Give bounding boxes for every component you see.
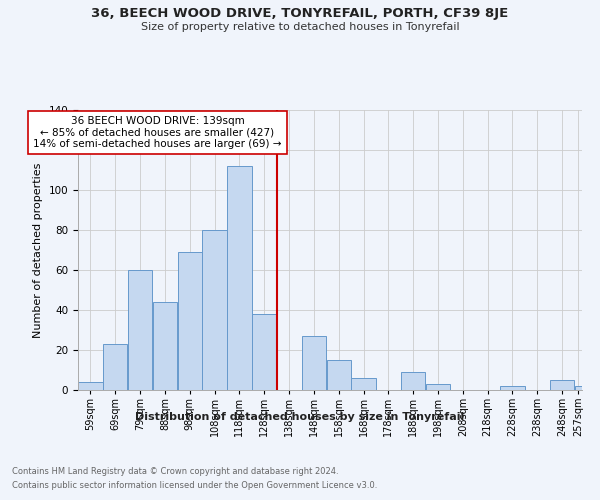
Y-axis label: Number of detached properties: Number of detached properties <box>33 162 43 338</box>
Bar <box>426 384 450 390</box>
Text: Distribution of detached houses by size in Tonyrefail: Distribution of detached houses by size … <box>136 412 464 422</box>
Bar <box>326 360 351 390</box>
Text: 36 BEECH WOOD DRIVE: 139sqm
← 85% of detached houses are smaller (427)
14% of se: 36 BEECH WOOD DRIVE: 139sqm ← 85% of det… <box>33 116 281 149</box>
Bar <box>103 344 127 390</box>
Bar <box>202 230 227 390</box>
Bar <box>500 386 524 390</box>
Bar <box>401 372 425 390</box>
Bar <box>78 382 103 390</box>
Bar <box>178 252 202 390</box>
Text: Contains public sector information licensed under the Open Government Licence v3: Contains public sector information licen… <box>12 481 377 490</box>
Text: Contains HM Land Registry data © Crown copyright and database right 2024.: Contains HM Land Registry data © Crown c… <box>12 468 338 476</box>
Bar <box>252 314 277 390</box>
Bar <box>153 302 177 390</box>
Text: Size of property relative to detached houses in Tonyrefail: Size of property relative to detached ho… <box>140 22 460 32</box>
Bar <box>227 166 251 390</box>
Bar <box>550 380 574 390</box>
Text: 36, BEECH WOOD DRIVE, TONYREFAIL, PORTH, CF39 8JE: 36, BEECH WOOD DRIVE, TONYREFAIL, PORTH,… <box>91 8 509 20</box>
Bar <box>128 270 152 390</box>
Bar <box>302 336 326 390</box>
Bar <box>575 386 582 390</box>
Bar <box>352 378 376 390</box>
